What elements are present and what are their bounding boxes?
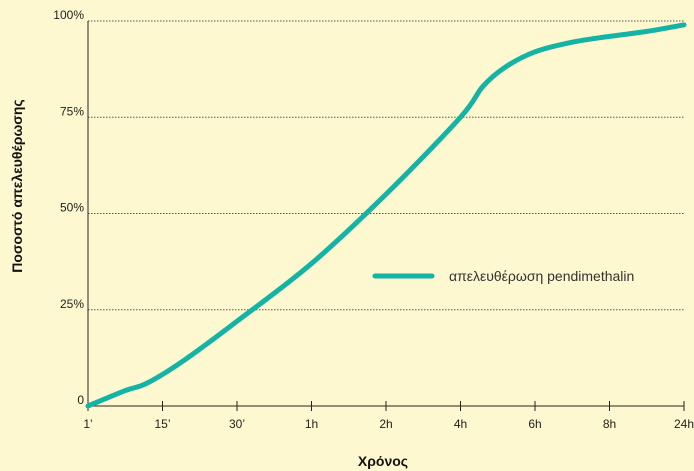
x-tick-label: 6h xyxy=(528,417,541,431)
x-axis-title: Χρόνος xyxy=(358,453,408,469)
axes xyxy=(87,21,685,411)
x-tick-label: 15’ xyxy=(154,417,170,431)
x-tick-label: 8h xyxy=(603,417,616,431)
series-line xyxy=(85,22,687,409)
x-tick-label: 1’ xyxy=(83,417,92,431)
y-tick-labels: 0 25% 50% 75% 100% xyxy=(53,8,84,407)
legend: απελευθέρωση pendimethalin xyxy=(372,268,634,284)
legend-label: απελευθέρωση pendimethalin xyxy=(449,268,634,284)
y-tick-label: 50% xyxy=(60,201,84,215)
x-tick-labels: 1’ 15’ 30’ 1h 2h 4h 6h 8h 24h xyxy=(83,417,694,431)
x-tick-label: 1h xyxy=(305,417,318,431)
y-tick-label: 25% xyxy=(60,297,84,311)
x-tick-label: 24h xyxy=(674,417,694,431)
y-tick-label: 0 xyxy=(77,393,84,407)
y-tick-label: 75% xyxy=(60,104,84,118)
x-tick-label: 4h xyxy=(454,417,467,431)
series xyxy=(85,22,687,409)
y-tick-label: 100% xyxy=(53,8,84,22)
y-axis-title: Ποσοστό απελευθέρωσης xyxy=(9,99,25,272)
x-tick-label: 30’ xyxy=(229,417,245,431)
grid xyxy=(88,20,684,311)
x-tick-label: 2h xyxy=(379,417,392,431)
